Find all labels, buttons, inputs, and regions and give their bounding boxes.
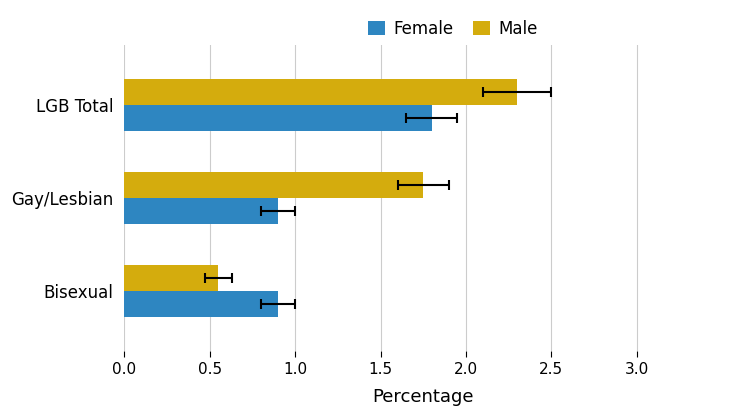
Legend: Female, Male: Female, Male xyxy=(361,13,545,44)
Bar xyxy=(125,291,278,317)
Bar xyxy=(125,172,423,198)
Bar xyxy=(125,105,432,131)
Bar xyxy=(125,198,278,224)
Bar xyxy=(125,79,517,105)
Bar xyxy=(125,265,218,291)
X-axis label: Percentage: Percentage xyxy=(372,388,474,406)
